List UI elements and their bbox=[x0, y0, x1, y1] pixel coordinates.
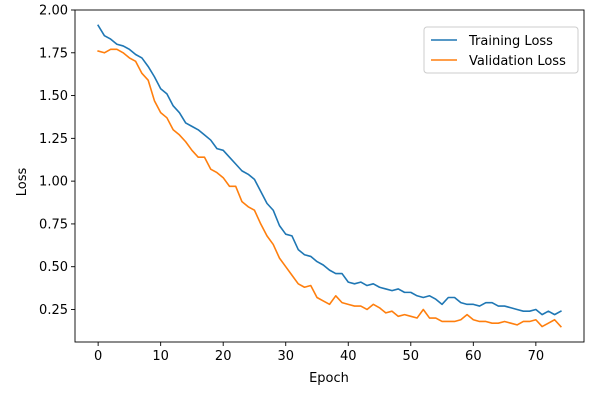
legend-label: Training Loss bbox=[468, 34, 553, 49]
x-tick-label: 30 bbox=[277, 349, 294, 364]
series-line-validation-loss bbox=[97, 48, 562, 328]
x-tick-label: 40 bbox=[340, 349, 357, 364]
x-tick-label: 70 bbox=[528, 349, 545, 364]
y-axis-label: Loss bbox=[15, 168, 30, 197]
x-tick-label: 0 bbox=[94, 349, 102, 364]
x-axis-label: Epoch bbox=[309, 371, 349, 386]
legend: Training Loss Validation Loss bbox=[423, 26, 579, 74]
y-tick-label: 0.75 bbox=[39, 217, 68, 232]
x-tick-label: 20 bbox=[215, 349, 232, 364]
legend-label: Validation Loss bbox=[469, 54, 566, 69]
series-layer bbox=[97, 24, 562, 328]
y-tick-label: 1.50 bbox=[39, 89, 68, 104]
y-tick-label: 0.50 bbox=[39, 260, 68, 275]
y-tick-label: 1.25 bbox=[39, 132, 68, 147]
y-tick-label: 1.00 bbox=[39, 175, 68, 190]
series-line-training-loss bbox=[97, 24, 562, 316]
axes-layer: 0 10 20 30 40 50 60 70 0.25 0.50 0.75 1.00 1.25 1.50 1… bbox=[39, 4, 585, 364]
x-tick-label: 50 bbox=[403, 349, 420, 364]
x-tick-label: 60 bbox=[465, 349, 482, 364]
y-tick-label: 1.75 bbox=[39, 46, 68, 61]
y-tick-label: 0.25 bbox=[39, 303, 68, 318]
legend-box bbox=[423, 26, 579, 74]
axes-frame bbox=[74, 9, 585, 343]
y-tick-label: 2.00 bbox=[39, 4, 68, 19]
x-tick-label: 10 bbox=[152, 349, 169, 364]
